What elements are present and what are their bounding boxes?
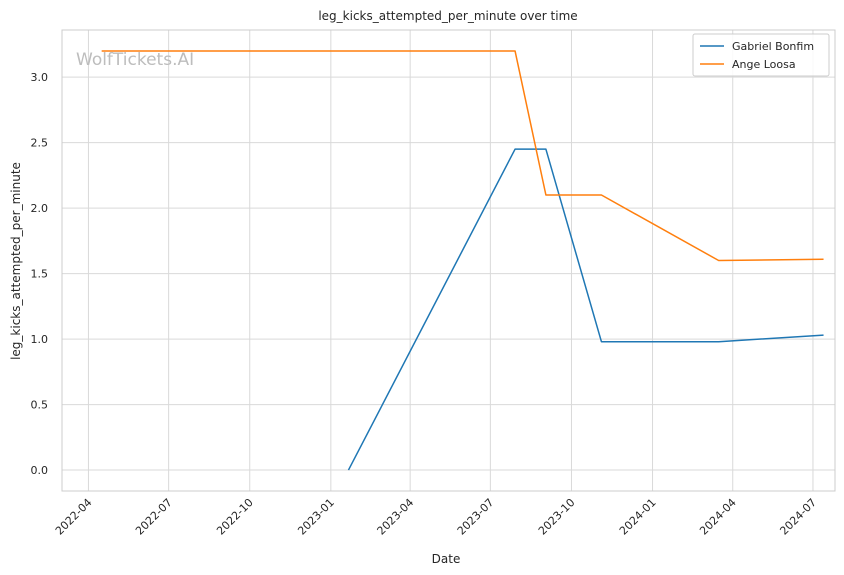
x-axis-label: Date [432,552,461,566]
y-tick-label: 3.0 [31,71,49,84]
x-tick-label: 2024-01 [617,496,659,538]
x-tick-label: 2023-01 [295,496,337,538]
y-tick-label: 2.5 [31,137,49,150]
x-tick-label: 2024-04 [697,496,739,538]
horizontal-gridlines [62,76,835,471]
y-tick-labels: 0.0 0.5 1.0 1.5 2.0 2.5 3.0 [31,71,49,477]
chart-title: leg_kicks_attempted_per_minute over time [318,9,577,23]
legend-label-gabriel-bonfim: Gabriel Bonfim [732,40,814,53]
y-tick-label: 2.0 [31,202,49,215]
plot-area [61,29,836,492]
x-tick-label: 2024-07 [777,496,819,538]
series-layer [101,50,824,471]
y-axis-label: leg_kicks_attempted_per_minute [9,162,23,360]
y-tick-label: 0.0 [31,464,49,477]
y-tick-label: 0.5 [31,399,49,412]
x-tick-labels: 2022-04 2022-07 2022-10 2023-01 2023-04 2023-… [53,496,819,538]
y-tick-label: 1.0 [31,333,49,346]
legend-box [692,33,830,77]
y-tick-label: 1.5 [31,268,49,281]
x-tick-label: 2022-10 [214,496,256,538]
legend: Gabriel Bonfim Ange Loosa [692,33,830,77]
x-tick-label: 2023-10 [536,496,578,538]
legend-label-ange-loosa: Ange Loosa [732,58,796,71]
x-tick-label: 2023-07 [455,496,497,538]
x-tick-label: 2022-07 [133,496,175,538]
series-line-gabriel-bonfim [347,148,824,471]
series-line-ange-loosa [101,50,824,262]
watermark: WolfTickets.AI [76,50,194,70]
x-tick-label: 2023-04 [375,496,417,538]
x-tick-label: 2022-04 [53,496,95,538]
vertical-gridlines [87,30,814,491]
